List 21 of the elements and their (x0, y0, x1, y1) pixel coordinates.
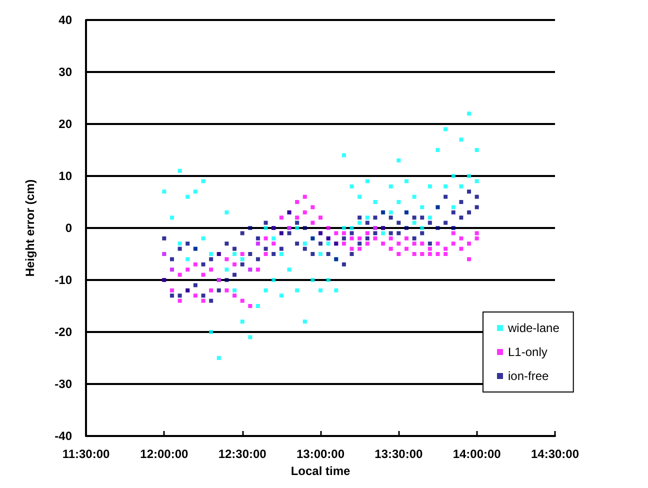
x-tick-label: 12:00:00 (140, 447, 189, 461)
x-tick-label: 14:30:00 (530, 447, 580, 461)
legend-label: wide-lane (507, 321, 560, 335)
legend-label: ion-free (508, 369, 550, 383)
y-tick-label: -40 (54, 429, 72, 443)
x-tick-label: 12:30:00 (218, 447, 267, 461)
y-axis-title: Height error (cm) (23, 179, 37, 277)
y-tick-label: 10 (58, 169, 72, 183)
y-tick-label: 30 (58, 65, 72, 79)
x-tick-label: 11:30:00 (62, 447, 110, 461)
y-tick-label: -20 (54, 325, 72, 339)
x-tick-label: 13:30:00 (374, 447, 424, 461)
legend-label: L1-only (508, 345, 548, 359)
y-tick-label: 20 (58, 117, 72, 131)
y-tick-label: 40 (58, 13, 72, 27)
y-tick-label: -10 (54, 273, 72, 287)
x-tick-label: 13:00:00 (296, 447, 345, 461)
y-tick-label: -30 (54, 377, 72, 391)
x-axis-title: Local time (290, 464, 350, 478)
x-tick-label: 14:00:00 (452, 447, 502, 461)
y-tick-label: 0 (65, 221, 72, 235)
